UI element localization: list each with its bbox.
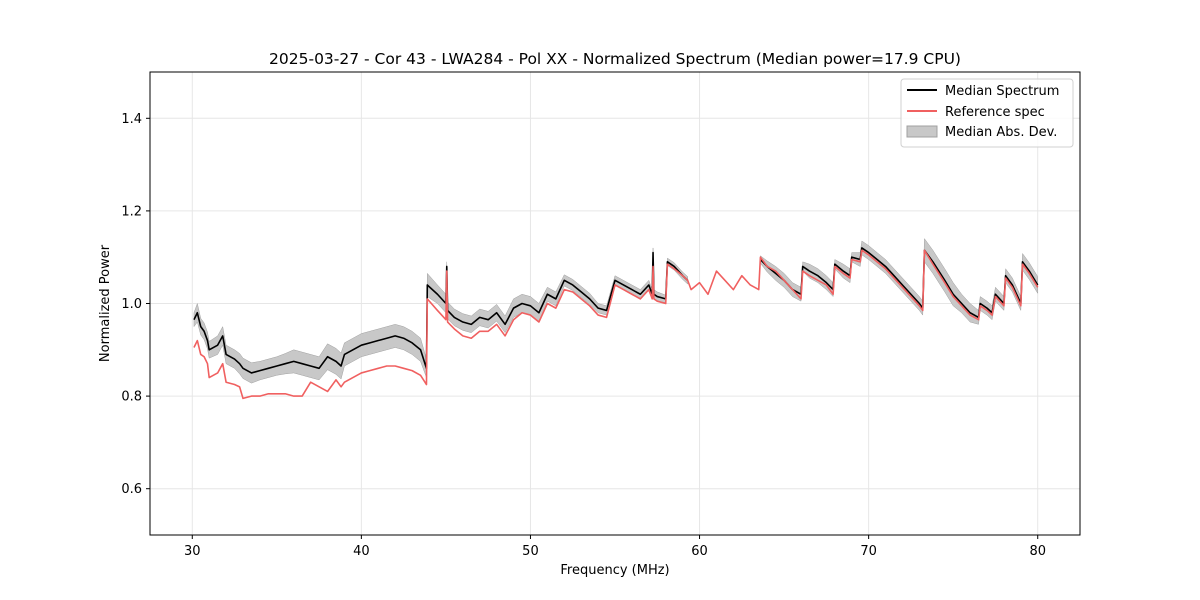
chart-title: 2025-03-27 - Cor 43 - LWA284 - Pol XX - …	[269, 50, 961, 68]
legend-box	[900, 78, 1074, 148]
y-tick-label: 0.8	[121, 390, 142, 405]
x-tick-label: 30	[184, 544, 201, 559]
reference-spec-line	[193, 249, 1039, 400]
plot-area	[193, 237, 1039, 400]
median-spectrum-line	[759, 247, 1039, 319]
y-axis-ticks: 0.6 0.8 1.0 1.2 1.4	[121, 112, 150, 497]
x-tick-label: 70	[860, 544, 877, 559]
y-tick-label: 1.0	[121, 297, 142, 312]
median-spectrum-line	[193, 251, 689, 374]
y-tick-label: 0.6	[121, 482, 142, 497]
y-tick-label: 1.2	[121, 204, 142, 219]
x-tick-label: 40	[353, 544, 370, 559]
series-group	[193, 247, 1039, 400]
legend-reference-label: Reference spec	[945, 105, 1045, 120]
x-tick-label: 60	[691, 544, 708, 559]
x-axis-label: Frequency (MHz)	[560, 563, 669, 578]
x-tick-label: 80	[1029, 544, 1046, 559]
x-axis-ticks: 30 40 50 60 70 80	[184, 535, 1046, 559]
legend-mad-label: Median Abs. Dev.	[945, 125, 1057, 140]
y-tick-label: 1.4	[121, 112, 142, 127]
x-tick-label: 50	[522, 544, 539, 559]
y-axis-label: Normalized Power	[98, 244, 113, 362]
legend: Median Spectrum Reference spec Median Ab…	[900, 78, 1074, 148]
legend-median-label: Median Spectrum	[945, 84, 1059, 99]
legend-mad-swatch	[906, 125, 938, 138]
